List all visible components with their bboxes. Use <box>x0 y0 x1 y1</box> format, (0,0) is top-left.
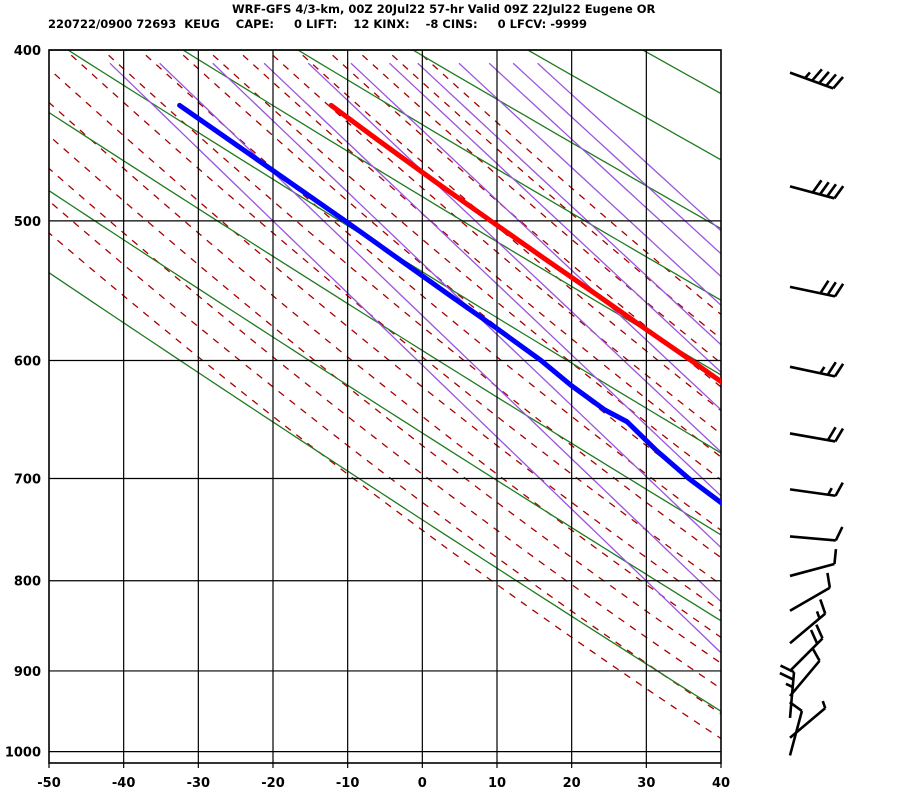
wind-barb <box>789 599 827 645</box>
dry-adiabat-lines <box>49 50 721 713</box>
wind-barb <box>789 624 824 672</box>
y-tick-label: 900 <box>14 665 41 680</box>
y-tick-label: 400 <box>14 44 41 59</box>
y-tick-label: 1000 <box>5 746 41 761</box>
x-tick-label: -20 <box>261 776 285 791</box>
x-tick-label: 10 <box>488 776 506 791</box>
x-axis-labels: -50 -40 -30 -20 -10 0 10 20 30 40 <box>37 776 730 791</box>
wind-barb <box>789 279 845 298</box>
wind-barb <box>789 548 838 578</box>
x-tick-label: 0 <box>418 776 427 791</box>
dewpoint-profile <box>177 102 721 506</box>
wind-barb-column <box>779 68 845 756</box>
wind-barb <box>779 664 796 719</box>
wind-barb <box>789 179 845 200</box>
x-tick-label: 30 <box>637 776 655 791</box>
wind-barb <box>789 526 844 542</box>
x-tick-label: -10 <box>336 776 360 791</box>
y-tick-label: 500 <box>14 215 41 230</box>
plot-frame <box>48 49 722 764</box>
wind-barb <box>789 572 832 612</box>
y-tick-label: 800 <box>14 575 41 590</box>
station-info-line: 220722/0900 72693 KEUG CAPE: 0 LIFT: 12 … <box>48 17 588 31</box>
grid-lines <box>48 49 722 768</box>
x-tick-label: -30 <box>187 776 211 791</box>
x-tick-label: 20 <box>563 776 581 791</box>
wind-barb <box>789 361 845 378</box>
wind-barb <box>789 647 821 697</box>
temperature-profile <box>328 102 721 385</box>
x-tick-label: -40 <box>112 776 136 791</box>
y-tick-label: 700 <box>14 472 41 487</box>
x-tick-label: -50 <box>37 776 61 791</box>
wind-barb <box>788 701 804 756</box>
x-tick-label: 40 <box>712 776 730 791</box>
mixing-ratio-lines <box>109 62 721 654</box>
y-axis-labels: 400 500 600 700 800 900 1000 <box>5 44 41 761</box>
y-tick-label: 600 <box>14 354 41 369</box>
chart-title: WRF-GFS 4/3-km, 00Z 20Jul22 57-hr Valid … <box>232 2 656 16</box>
wind-barb <box>789 481 844 498</box>
wind-barb <box>789 426 845 443</box>
wind-barb <box>789 68 845 90</box>
